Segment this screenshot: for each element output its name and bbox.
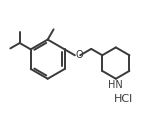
Text: O: O (75, 50, 83, 60)
Text: HN: HN (108, 80, 123, 90)
Text: HCl: HCl (114, 94, 133, 104)
